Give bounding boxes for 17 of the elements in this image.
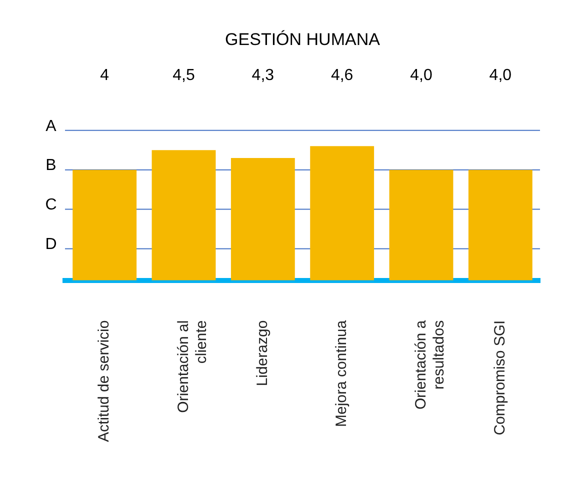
- x-tick-label: Orientación al cliente: [174, 320, 210, 413]
- data-label: 4: [100, 66, 110, 84]
- ref-line-label: D: [45, 236, 57, 254]
- data-label: 4,5: [172, 66, 195, 84]
- x-tick-label: Mejora continua: [333, 320, 350, 428]
- x-tick-label: Liderazgo: [254, 320, 272, 386]
- ref-line-label: B: [46, 157, 56, 174]
- x-tick-label: Actitud de servicio: [96, 320, 113, 442]
- x-tick-label: Compromiso SGI: [492, 320, 509, 436]
- x-tick-label: Orientación a resultados: [412, 320, 448, 410]
- data-label: 4,6: [330, 66, 354, 84]
- chart-title: GESTIÓN HUMANA: [225, 30, 381, 49]
- ref-line-label: C: [45, 196, 57, 214]
- data-label: 4,0: [489, 66, 512, 84]
- ref-line-label: A: [46, 118, 57, 135]
- data-label: 4,0: [410, 66, 432, 84]
- data-label: 4,3: [252, 66, 274, 84]
